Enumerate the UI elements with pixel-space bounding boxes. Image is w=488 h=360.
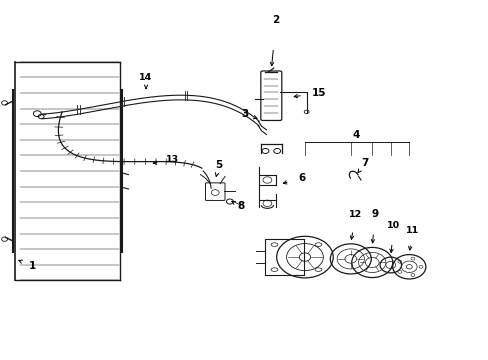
Text: 10: 10 bbox=[386, 221, 400, 230]
Text: 5: 5 bbox=[215, 159, 223, 170]
Text: 8: 8 bbox=[237, 201, 244, 211]
Text: 13: 13 bbox=[165, 156, 179, 165]
Text: 15: 15 bbox=[311, 88, 325, 98]
Text: 11: 11 bbox=[405, 226, 418, 235]
Text: 1: 1 bbox=[29, 261, 36, 271]
Text: 2: 2 bbox=[272, 15, 279, 26]
Text: 9: 9 bbox=[371, 209, 378, 219]
Text: 3: 3 bbox=[241, 109, 247, 119]
Text: 6: 6 bbox=[298, 173, 305, 183]
Text: 4: 4 bbox=[352, 130, 360, 140]
Text: 14: 14 bbox=[139, 73, 152, 82]
Text: 7: 7 bbox=[361, 158, 368, 168]
Text: 12: 12 bbox=[348, 210, 362, 219]
